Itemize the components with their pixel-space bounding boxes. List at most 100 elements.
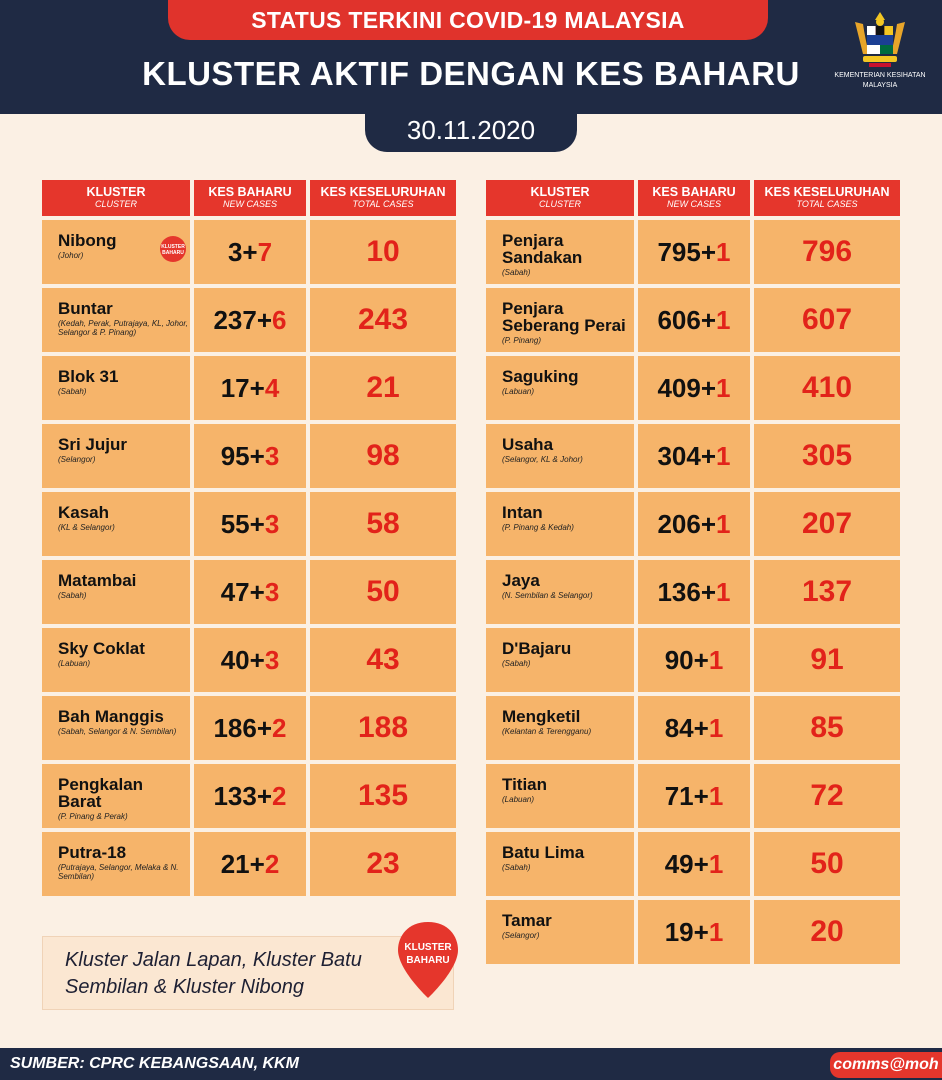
plus-sign: + [693,848,709,879]
total-cases-value: 188 [357,711,409,744]
cluster-location: (Sabah) [502,863,531,872]
total-cases-cell: 50 [310,560,456,624]
cluster-name: Mengketil [502,707,581,726]
cluster-location: (N. Sembilan & Selangor) [502,591,593,600]
total-cases-value: 135 [357,779,409,812]
previous-count: 133 [213,780,257,811]
new-cases-cell: 47+3 [194,560,306,624]
status-banner: STATUS TERKINI COVID-19 MALAYSIA [168,0,768,40]
new-cases-value: 237+6 [213,305,286,336]
cluster-name: Intan [502,503,543,522]
cluster-location: (Sabah) [58,387,87,396]
total-cases-cell: 796 [754,220,900,284]
cluster-name: Sri Jujur [58,435,127,454]
header-total-cases-sublabel: TOTAL CASES [796,199,858,209]
total-cases-value: 98 [366,439,400,472]
new-count: 1 [716,440,731,471]
cluster-location: (Johor) [58,251,84,260]
cluster-location: (Selangor, KL & Johor) [502,455,583,464]
cluster-location: (Putrajaya, Selangor, Melaka & N. Sembil… [58,863,179,881]
cluster-cell: Kasah (KL & Selangor) [42,492,190,556]
cluster-cell: Intan (P. Pinang & Kedah) [486,492,634,556]
new-count: 1 [716,304,731,335]
new-cases-cell: 3+7 [194,220,306,284]
plus-sign: + [256,304,273,335]
new-count: 1 [716,576,731,607]
new-count: 1 [708,916,724,947]
previous-count: 95 [220,440,250,471]
new-cases-cell: 795+1 [638,220,750,284]
table-row: Mengketil (Kelantan & Terengganu) 84+1 85 [486,696,900,760]
plus-sign: + [249,576,265,607]
plus-sign: + [249,508,265,539]
total-cases-value: 305 [801,439,853,472]
new-cases-cell: 186+2 [194,696,306,760]
total-cases-cell: 10 [310,220,456,284]
new-cases-cell: 95+3 [194,424,306,488]
new-cases-value: 3+7 [228,237,272,268]
logo-label-line1: KEMENTERIAN KESIHATAN [834,72,926,79]
previous-count: 19 [664,916,694,947]
total-cases-cell: 188 [310,696,456,760]
table-row: Putra-18 (Putrajaya, Selangor, Melaka & N… [42,832,456,896]
cluster-cell: Batu Lima (Sabah) [486,832,634,896]
new-cases-value: 47+3 [221,577,280,608]
total-cases-value: 607 [801,303,853,336]
new-count: 1 [708,644,724,675]
cluster-name: Penjara Seberang Perai [502,299,626,335]
header-new-cases-label: KES BAHARU [208,185,292,199]
date-badge: 30.11.2020 [365,110,577,152]
new-cases-cell: 55+3 [194,492,306,556]
table-row: Bah Manggis (Sabah, Selangor & N. Sembila… [42,696,456,760]
plus-sign: + [693,644,709,675]
coat-of-arms-icon [855,12,905,67]
total-cases-cell: 410 [754,356,900,420]
total-cases-value: 50 [366,575,400,608]
plus-sign: + [249,372,265,403]
new-count: 1 [708,712,724,743]
table-row: Jaya (N. Sembilan & Selangor) 136+1 137 [486,560,900,624]
cluster-name: Batu Lima [502,843,585,862]
total-cases-cell: 137 [754,560,900,624]
cluster-cell: Matambai (Sabah) [42,560,190,624]
previous-count: 40 [220,644,250,675]
new-cases-value: 90+1 [665,645,724,676]
total-cases-cell: 20 [754,900,900,964]
comms-handle: comms@moh [830,1052,942,1078]
pin-label-2: BAHARU [406,955,449,966]
new-cases-cell: 133+2 [194,764,306,828]
new-cases-value: 304+1 [657,441,730,472]
table-row: Buntar (Kedah, Perak, Putrajaya, KL, Joho… [42,288,456,352]
previous-count: 237 [213,304,257,335]
new-cases-value: 95+3 [221,441,280,472]
cluster-location: (Sabah) [58,591,87,600]
new-cases-value: 21+2 [221,849,280,880]
cluster-location: (P. Pinang & Kedah) [502,523,574,532]
total-cases-value: 243 [357,303,409,336]
cluster-location: (P. Pinang) [502,336,541,345]
total-cases-value: 72 [810,779,844,812]
cluster-name: Putra-18 [58,843,127,862]
plus-sign: + [693,780,709,811]
header-total-cases-sublabel: TOTAL CASES [352,199,414,209]
previous-count: 136 [657,576,701,607]
total-cases-value: 85 [810,711,844,744]
cluster-location: (P. Pinang & Perak) [58,812,128,821]
cluster-location: (Sabah) [502,268,531,277]
table-row: Penjara Sandakan (Sabah) 795+1 796 [486,220,900,284]
table-row: Saguking (Labuan) 409+1 410 [486,356,900,420]
total-cases-value: 58 [366,507,400,540]
total-cases-value: 91 [810,643,844,676]
total-cases-cell: 91 [754,628,900,692]
cluster-name: Saguking [502,367,579,386]
previous-count: 49 [664,848,694,879]
total-cases-cell: 85 [754,696,900,760]
new-count: 3 [264,508,280,539]
new-cases-value: 49+1 [665,849,724,880]
new-count: 1 [716,236,731,267]
new-cases-cell: 49+1 [638,832,750,896]
total-cases-cell: 305 [754,424,900,488]
badge-label-2: BAHARU [162,250,184,256]
total-cases-cell: 98 [310,424,456,488]
cluster-cell: D'Bajaru (Sabah) [486,628,634,692]
